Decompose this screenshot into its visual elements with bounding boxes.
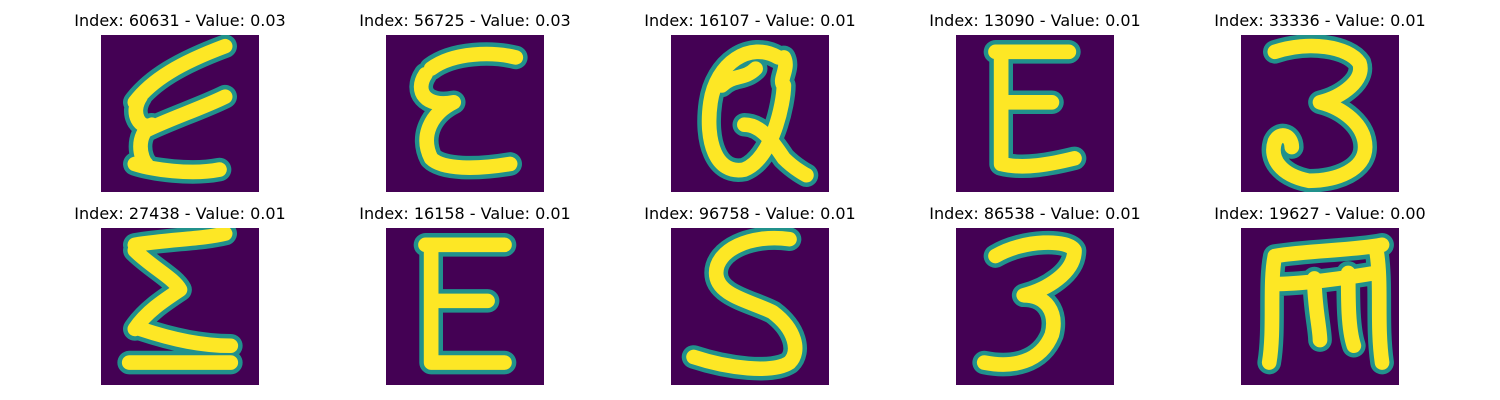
glyph-stroke-core [976,235,1082,372]
panel-title: Index: 27438 - Value: 0.01 [74,204,286,223]
character-image [671,228,829,385]
character-image [956,228,1114,385]
glyph-stroke-core [127,38,233,180]
character-image [671,35,829,192]
image-panel: Index: 33336 - Value: 0.01 [1200,11,1440,201]
character-image [1241,35,1399,192]
character-image [101,228,259,385]
character-image [956,35,1114,192]
image-panel: Index: 19627 - Value: 0.00 [1200,204,1440,394]
glyph-stroke-core [701,44,814,183]
glyph-stroke-core [418,237,512,370]
character-image [101,35,259,192]
image-panel: Index: 16158 - Value: 0.01 [345,204,585,394]
image-panel: Index: 60631 - Value: 0.03 [60,11,300,201]
panel-title: Index: 56725 - Value: 0.03 [359,11,571,30]
glyph-stroke-core [121,228,239,370]
panel-title: Index: 96758 - Value: 0.01 [644,204,856,223]
panel-title: Index: 60631 - Value: 0.03 [74,11,286,30]
image-panel: Index: 56725 - Value: 0.03 [345,11,585,201]
image-panel: Index: 13090 - Value: 0.01 [915,11,1155,201]
glyph-stroke-core [686,230,803,376]
character-image [386,228,544,385]
image-panel: Index: 96758 - Value: 0.01 [630,204,870,394]
glyph-stroke-core [988,44,1082,174]
panel-title: Index: 19627 - Value: 0.00 [1214,204,1426,223]
image-panel: Index: 86538 - Value: 0.01 [915,204,1155,394]
panel-title: Index: 86538 - Value: 0.01 [929,204,1141,223]
image-panel: Index: 27438 - Value: 0.01 [60,204,300,394]
character-image [1241,228,1399,385]
glyph-stroke-core [1261,237,1390,370]
panel-title: Index: 33336 - Value: 0.01 [1214,11,1426,30]
character-image [386,35,544,192]
glyph-stroke-core [413,46,524,175]
glyph-stroke-core [1266,38,1373,189]
image-panel: Index: 16107 - Value: 0.01 [630,11,870,201]
panel-title: Index: 13090 - Value: 0.01 [929,11,1141,30]
panel-title: Index: 16107 - Value: 0.01 [644,11,856,30]
panel-title: Index: 16158 - Value: 0.01 [359,204,571,223]
